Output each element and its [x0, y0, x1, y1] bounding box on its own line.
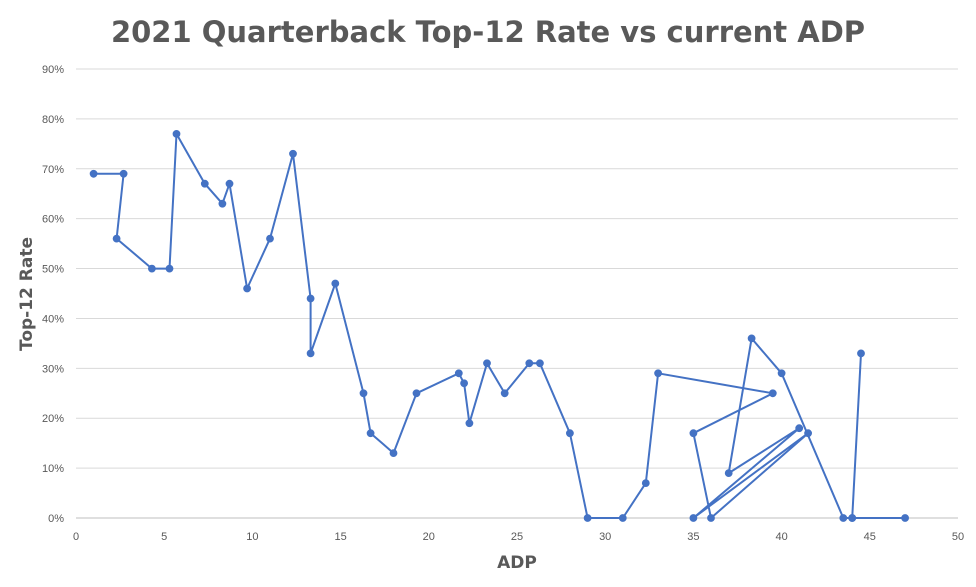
data-point [89, 169, 98, 178]
data-point [412, 389, 421, 398]
data-point [536, 359, 544, 368]
y-tick-label: 80% [42, 114, 64, 126]
data-point [618, 514, 627, 522]
y-tick-label: 10% [42, 463, 64, 475]
data-point [119, 169, 128, 178]
data-point [460, 379, 469, 388]
x-tick-label: 50 [952, 531, 964, 543]
data-point [389, 449, 398, 458]
data-point [566, 429, 574, 438]
y-tick-label: 50% [42, 264, 64, 276]
series-line [93, 132, 906, 519]
y-tick-label: 20% [42, 413, 64, 425]
data-point [306, 349, 315, 358]
data-point [583, 514, 592, 522]
gridlines [76, 68, 958, 469]
y-tick-label: 40% [42, 313, 64, 325]
x-tick-label: 0 [73, 531, 79, 543]
y-tick-label: 90% [42, 64, 64, 76]
data-point [747, 334, 756, 343]
data-point [689, 514, 698, 522]
x-tick-label: 20 [423, 531, 435, 543]
x-tick-label: 35 [687, 531, 699, 543]
y-tick-label: 0% [48, 513, 64, 525]
y-axis-title: Top-12 Rate [17, 237, 37, 351]
data-point [500, 389, 509, 398]
data-point [266, 234, 274, 243]
data-point [165, 264, 174, 273]
x-tick-label: 25 [511, 531, 523, 543]
data-point [200, 179, 209, 188]
x-tick-label: 5 [161, 531, 167, 543]
data-point [172, 130, 181, 138]
data-point [848, 514, 857, 522]
data-point [218, 199, 227, 208]
data-point [857, 349, 865, 358]
data-point [465, 419, 474, 428]
data-point [289, 149, 297, 158]
x-tick-label: 10 [246, 531, 258, 543]
data-point [707, 514, 715, 522]
data-point [839, 514, 848, 522]
data-point [525, 359, 534, 368]
x-tick-label: 15 [334, 531, 346, 543]
data-point [331, 279, 340, 288]
x-tick-label: 30 [599, 531, 611, 543]
data-point [689, 429, 698, 438]
data-point [777, 369, 786, 378]
x-tick-label: 40 [775, 531, 787, 543]
data-point [654, 369, 662, 378]
data-point [641, 479, 650, 488]
data-point [306, 294, 315, 303]
data-point [724, 469, 733, 478]
y-tick-label: 70% [42, 164, 64, 176]
tick-labels: 0% 10% 20% 30% 40% 50% 60% 70% 80% 90% 0 5 10 15 20 25 3… [42, 64, 964, 543]
data-point [243, 284, 252, 293]
x-axis-title: ADP [497, 553, 537, 573]
series-group [89, 130, 909, 522]
x-tick-label: 45 [864, 531, 876, 543]
data-point [795, 424, 804, 433]
data-point [366, 429, 375, 438]
y-tick-label: 60% [42, 214, 64, 226]
data-point [483, 359, 491, 368]
data-point [901, 514, 909, 522]
data-point [454, 369, 463, 378]
data-point [804, 429, 812, 438]
data-point [768, 389, 777, 398]
y-tick-label: 30% [42, 363, 64, 375]
chart-title: 2021 Quarterback Top-12 Rate vs current … [111, 15, 865, 49]
data-point [225, 179, 234, 188]
data-point [112, 234, 121, 243]
data-point [359, 389, 368, 398]
data-point [148, 264, 156, 273]
